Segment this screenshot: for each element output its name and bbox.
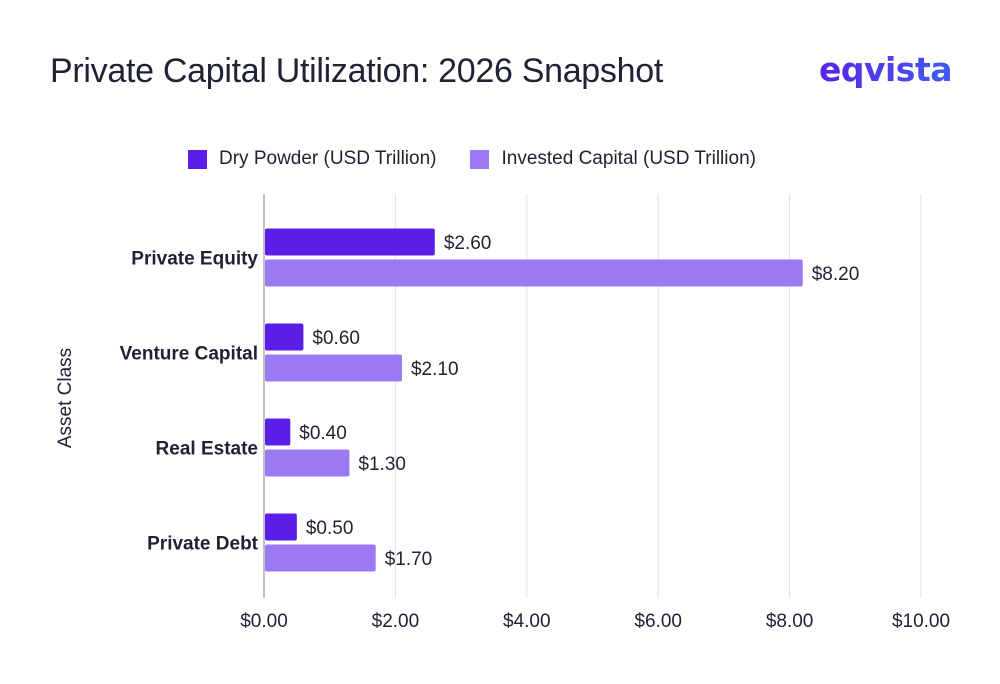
- chart-title: Private Capital Utilization: 2026 Snapsh…: [50, 52, 663, 90]
- bar-invested-capital: [265, 259, 803, 287]
- bar-dry-powder: [265, 323, 304, 351]
- legend-item-dry-powder: Dry Powder (USD Trillion): [188, 148, 436, 170]
- bar-dry-powder: [265, 228, 435, 256]
- bar-invested-capital: [265, 354, 402, 382]
- category-label: Private Equity: [131, 249, 258, 270]
- data-label: $1.70: [385, 549, 433, 570]
- category-labels: Private Equity Venture Capital Real Estate…: [120, 249, 259, 555]
- category-label: Real Estate: [156, 439, 258, 460]
- x-tick-label: $6.00: [634, 611, 682, 632]
- bars: [265, 228, 803, 572]
- bar-dry-powder: [265, 513, 297, 541]
- data-label: $0.50: [306, 518, 354, 539]
- data-labels: $2.60 $8.20 $0.60 $2.10 $0.40 $1.30 $0.50 $1.70: [299, 233, 859, 570]
- chart-legend: Dry Powder (USD Trillion) Invested Capit…: [188, 148, 756, 170]
- data-label: $8.20: [812, 264, 860, 285]
- bar-invested-capital: [265, 449, 350, 477]
- legend-label-dry-powder: Dry Powder (USD Trillion): [219, 148, 437, 169]
- data-label: $1.30: [358, 454, 406, 475]
- x-tick-label: $4.00: [503, 611, 551, 632]
- brand-logo: eqvista: [818, 50, 953, 89]
- category-label: Venture Capital: [120, 344, 258, 365]
- y-axis-title: Asset Class: [55, 348, 76, 448]
- bar-dry-powder: [265, 418, 291, 446]
- data-label: $2.60: [444, 233, 492, 254]
- data-label: $0.40: [299, 423, 347, 444]
- data-label: $2.10: [411, 359, 459, 380]
- x-tick-label: $8.00: [766, 611, 814, 632]
- legend-item-invested-capital: Invested Capital (USD Trillion): [470, 148, 756, 170]
- x-tick-label: $0.00: [240, 611, 288, 632]
- legend-swatch-invested-capital: [470, 149, 490, 169]
- x-tick-label: $2.00: [372, 611, 420, 632]
- legend-swatch-dry-powder: [188, 149, 207, 169]
- legend-label-invested-capital: Invested Capital (USD Trillion): [501, 148, 756, 169]
- category-label: Private Debt: [147, 534, 259, 555]
- x-tick-labels: $0.00 $2.00 $4.00 $6.00 $8.00 $10.00: [240, 611, 950, 632]
- x-tick-label: $10.00: [892, 611, 950, 632]
- data-label: $0.60: [312, 328, 360, 349]
- bar-invested-capital: [265, 544, 376, 572]
